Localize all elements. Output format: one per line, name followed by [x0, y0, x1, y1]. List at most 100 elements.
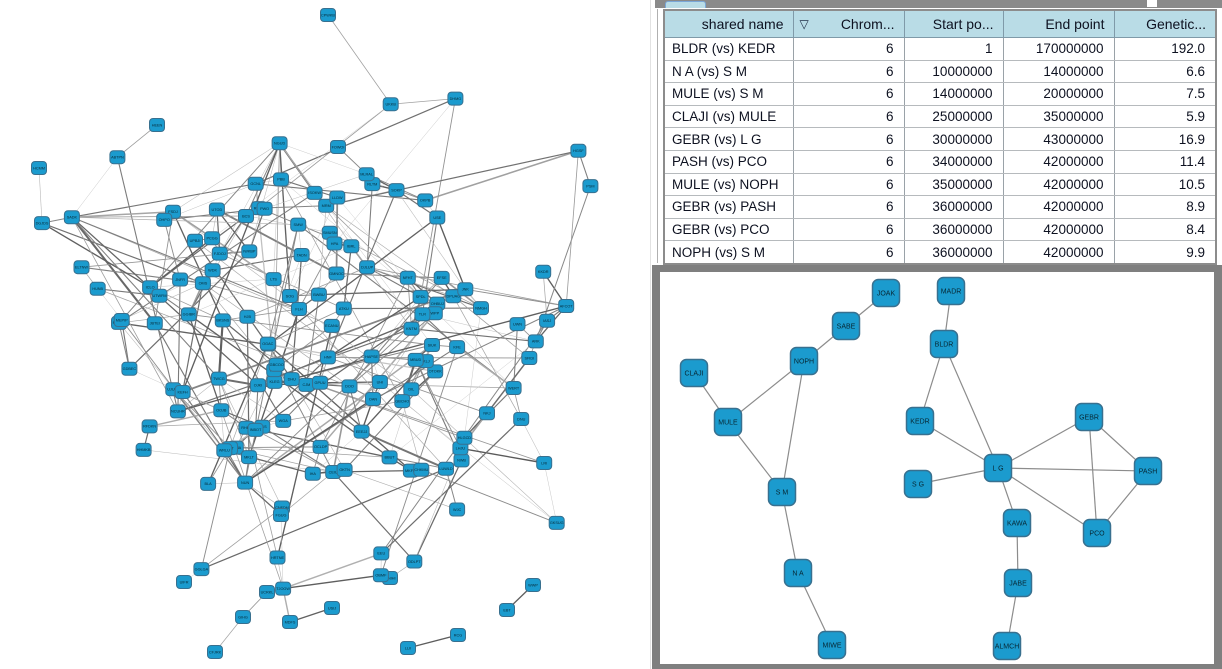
- network-node[interactable]: MBUD: [407, 352, 424, 367]
- table-row[interactable]: N A (vs) S M 6 10000000 14000000 6.6: [664, 60, 1217, 84]
- network-node[interactable]: OGAC: [259, 336, 276, 351]
- network-node[interactable]: USE: [429, 210, 446, 225]
- network-edge[interactable]: [216, 209, 330, 234]
- network-node[interactable]: LLII: [400, 641, 416, 655]
- table-row[interactable]: GEBR (vs) PCO 6 36000000 42000000 8.4: [664, 218, 1217, 242]
- network-edge[interactable]: [326, 150, 579, 207]
- network-edge[interactable]: [371, 296, 421, 357]
- network-edge[interactable]: [411, 388, 557, 524]
- network-edge[interactable]: [267, 216, 438, 346]
- network-node-n-a[interactable]: N A: [783, 558, 813, 588]
- network-node[interactable]: ODLPT: [406, 554, 423, 569]
- network-edge[interactable]: [219, 143, 280, 254]
- network-node[interactable]: FJDOJ: [211, 246, 228, 261]
- network-node[interactable]: LUWLD: [438, 461, 454, 476]
- network-node[interactable]: NUN: [237, 475, 254, 490]
- network-edge[interactable]: [248, 208, 266, 252]
- network-node[interactable]: BWBU: [310, 287, 327, 302]
- table-row[interactable]: CLAJI (vs) MULE 6 25000000 35000000 5.9: [664, 105, 1217, 129]
- network-node[interactable]: FGUG: [273, 508, 289, 522]
- network-edge[interactable]: [235, 447, 390, 458]
- network-node[interactable]: PCGG: [204, 231, 221, 246]
- network-node-pash[interactable]: PASH: [1133, 456, 1163, 486]
- network-node[interactable]: OAN: [365, 392, 381, 406]
- network-edge[interactable]: [163, 219, 181, 280]
- network-edge[interactable]: [216, 208, 337, 275]
- network-edge[interactable]: [396, 189, 466, 290]
- network-node[interactable]: CHKMU: [413, 462, 430, 477]
- network-edge[interactable]: [244, 398, 374, 484]
- network-node[interactable]: UTOD: [208, 202, 225, 217]
- network-node-bldr[interactable]: BLDR: [929, 329, 959, 359]
- network-node[interactable]: HHMKB: [135, 442, 152, 457]
- network-edge[interactable]: [211, 238, 274, 280]
- network-node[interactable]: HNF: [319, 350, 336, 365]
- network-node[interactable]: NKJ: [479, 406, 495, 421]
- network-node-miwe[interactable]: MIWE: [817, 630, 847, 660]
- network-edge[interactable]: [201, 468, 447, 570]
- network-node[interactable]: GBCOO: [268, 357, 285, 372]
- network-edge[interactable]: [421, 469, 557, 524]
- network-edge[interactable]: [121, 319, 246, 483]
- network-edge[interactable]: [326, 205, 454, 297]
- network-edge[interactable]: [413, 460, 463, 562]
- network-edge[interactable]: [71, 183, 256, 218]
- network-edge[interactable]: [361, 360, 427, 433]
- network-node[interactable]: NCUHR: [169, 404, 186, 419]
- network-edge[interactable]: [332, 386, 351, 473]
- network-node[interactable]: SMW: [290, 217, 307, 232]
- network-node[interactable]: OCLDP: [312, 439, 329, 454]
- network-edge[interactable]: [997, 467, 1149, 472]
- network-node[interactable]: JNK: [457, 282, 474, 297]
- network-node[interactable]: PSM: [582, 179, 599, 194]
- network-node[interactable]: DPUAG: [445, 289, 462, 304]
- network-edge[interactable]: [255, 98, 456, 185]
- network-edge[interactable]: [97, 288, 350, 387]
- network-node-kedr[interactable]: KEDR: [905, 406, 935, 436]
- network-edge[interactable]: [244, 344, 433, 484]
- network-node[interactable]: TJOGW: [275, 581, 292, 596]
- network-node[interactable]: PBB: [273, 172, 289, 187]
- network-edge[interactable]: [249, 143, 280, 252]
- network-node[interactable]: GMNOC: [328, 266, 345, 281]
- network-node-claji[interactable]: CLAJI: [679, 358, 709, 388]
- network-edge[interactable]: [283, 574, 381, 590]
- col-header-end-point[interactable]: End point: [1002, 9, 1115, 38]
- network-edge[interactable]: [71, 216, 300, 310]
- network-node[interactable]: MLRAL: [358, 167, 375, 182]
- network-edge[interactable]: [327, 296, 421, 358]
- network-edge[interactable]: [154, 211, 174, 324]
- table-row[interactable]: PASH (vs) PCO 6 34000000 42000000 11.4: [664, 150, 1217, 174]
- network-edge[interactable]: [38, 167, 43, 224]
- network-node[interactable]: LTS: [265, 272, 282, 287]
- network-node[interactable]: TLR: [414, 307, 431, 322]
- network-node[interactable]: IWKBP: [241, 244, 258, 259]
- network-edge[interactable]: [390, 98, 456, 105]
- network-node[interactable]: SOKP: [388, 183, 405, 198]
- network-node[interactable]: JBTEI: [146, 316, 163, 331]
- network-node[interactable]: GDBEC: [121, 361, 138, 376]
- network-node-mule[interactable]: MULE: [713, 407, 743, 437]
- network-node[interactable]: IASJ: [539, 313, 556, 328]
- network-edge[interactable]: [312, 431, 362, 474]
- network-node[interactable]: OTOKK: [427, 364, 444, 379]
- network-node[interactable]: LLDW: [329, 190, 346, 205]
- network-edge[interactable]: [71, 216, 299, 225]
- network-node[interactable]: OHPO: [156, 212, 173, 227]
- network-edge[interactable]: [97, 288, 160, 297]
- table-row[interactable]: NOPH (vs) S M 6 36000000 42000000 9.9: [664, 240, 1217, 265]
- network-node[interactable]: DGJDS: [34, 216, 50, 231]
- network-edge[interactable]: [273, 143, 280, 280]
- network-node[interactable]: SOG: [281, 289, 298, 303]
- network-edge[interactable]: [247, 308, 300, 318]
- network-node[interactable]: GBCHO: [394, 394, 411, 409]
- network-edge[interactable]: [235, 446, 321, 449]
- network-node[interactable]: SFIDI: [521, 351, 538, 365]
- network-node[interactable]: GIHG: [235, 610, 251, 624]
- network-node[interactable]: EFSE: [433, 270, 450, 285]
- network-edge[interactable]: [366, 266, 421, 298]
- network-edge[interactable]: [420, 98, 456, 297]
- network-node[interactable]: HEEN: [149, 118, 165, 132]
- network-edge[interactable]: [229, 344, 269, 449]
- network-node[interactable]: KNTM: [403, 321, 420, 336]
